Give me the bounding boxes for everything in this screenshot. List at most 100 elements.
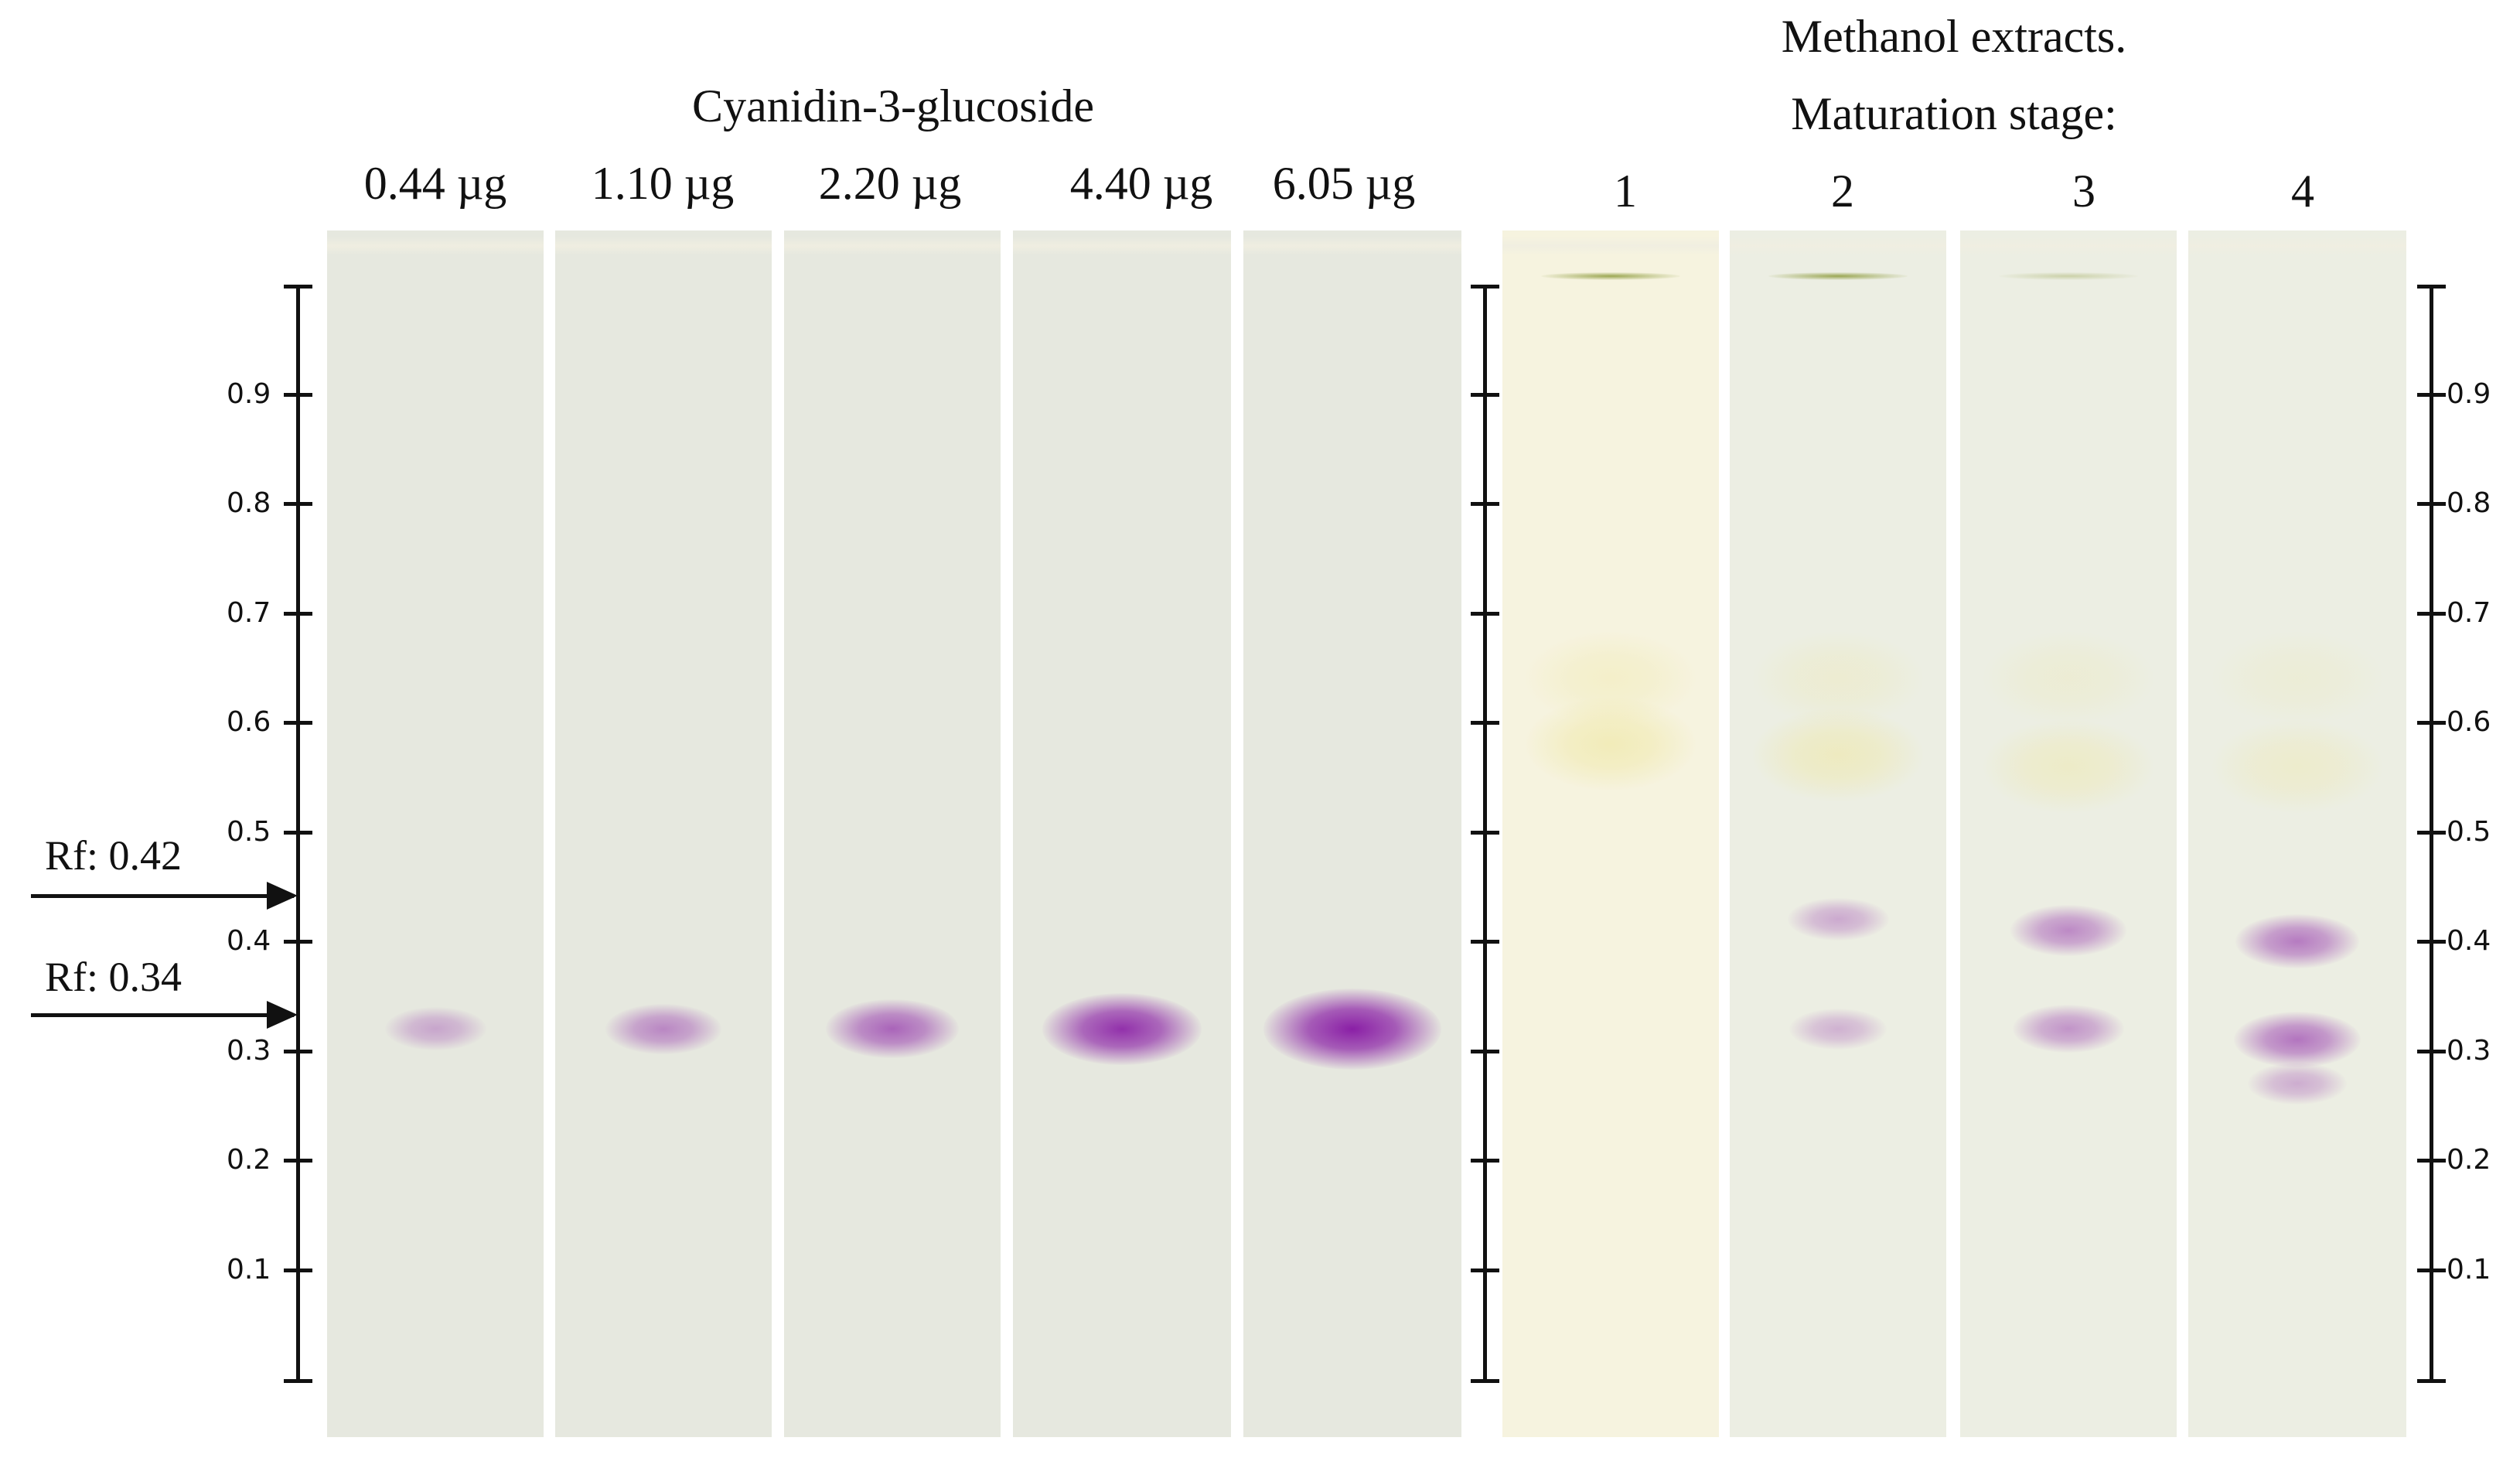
extracts-title-line1: Methanol extracts. bbox=[1781, 11, 2127, 62]
scale-tick bbox=[1471, 611, 1499, 616]
extract-lane-label: 4 bbox=[2291, 166, 2314, 217]
rf-arrow-shaft bbox=[31, 1013, 294, 1017]
solvent-front bbox=[327, 237, 544, 255]
scale-tick bbox=[1471, 502, 1499, 506]
solvent-front bbox=[2188, 237, 2406, 255]
standard-lane-label: 2.20 µg bbox=[818, 158, 962, 209]
scale-tick bbox=[284, 1159, 312, 1163]
scale-tick bbox=[284, 830, 312, 835]
solvent-front bbox=[1013, 237, 1231, 255]
scale-tick-label: 0.9 bbox=[227, 377, 271, 410]
rf-marker-label: Rf: 0.42 bbox=[45, 832, 182, 879]
solvent-front bbox=[1243, 237, 1461, 255]
extract-lane bbox=[1502, 230, 1719, 1437]
scale-end-cap bbox=[1471, 1379, 1499, 1383]
solvent-front-green-line bbox=[1541, 272, 1680, 280]
scale-tick bbox=[284, 502, 312, 506]
extract-lane-label: 3 bbox=[2072, 166, 2095, 217]
scale-tick bbox=[1471, 721, 1499, 725]
scale-tick bbox=[284, 611, 312, 616]
rf-marker-label: Rf: 0.34 bbox=[45, 954, 182, 1000]
scale-tick bbox=[2417, 502, 2446, 506]
standard-lane bbox=[784, 230, 1001, 1437]
scale-tick-label: 0.5 bbox=[227, 815, 271, 848]
anthocyanin-spot bbox=[2247, 1062, 2348, 1105]
yellow-band bbox=[2212, 719, 2382, 813]
anthocyanin-spot bbox=[2012, 1005, 2125, 1053]
scale-tick-label: 0.4 bbox=[227, 925, 271, 957]
scale-tick bbox=[1471, 940, 1499, 944]
scale-tick-label: 0.7 bbox=[227, 596, 271, 629]
extract-lane bbox=[1960, 230, 2177, 1437]
scale-end-cap bbox=[2417, 1379, 2446, 1383]
scale-tick bbox=[2417, 1049, 2446, 1053]
anthocyanin-spot bbox=[2234, 1012, 2361, 1068]
yellow-band bbox=[1526, 698, 1696, 791]
standard-lane bbox=[327, 230, 544, 1437]
scale-tick bbox=[1471, 392, 1499, 397]
scale-tick-label: 0.3 bbox=[227, 1034, 271, 1067]
scale-tick bbox=[1471, 1159, 1499, 1163]
anthocyanin-spot bbox=[605, 1003, 722, 1054]
yellow-band bbox=[2212, 632, 2382, 726]
scale-tick bbox=[284, 940, 312, 944]
scale-tick-label: 0.1 bbox=[2447, 1253, 2491, 1286]
standard-lane-label: 1.10 µg bbox=[591, 158, 735, 209]
scale-tick-label: 0.4 bbox=[2447, 925, 2491, 957]
rf-arrow-head bbox=[267, 1001, 298, 1029]
standard-lane bbox=[555, 230, 772, 1437]
scale-tick-label: 0.2 bbox=[227, 1144, 271, 1176]
scale-tick-label: 0.9 bbox=[2447, 377, 2491, 410]
scale-tick-label: 0.6 bbox=[2447, 706, 2491, 738]
scale-tick bbox=[2417, 830, 2446, 835]
yellow-band bbox=[1753, 632, 1923, 726]
scale-tick-label: 0.5 bbox=[2447, 815, 2491, 848]
scale-tick-label: 0.1 bbox=[227, 1253, 271, 1286]
anthocyanin-spot bbox=[2235, 914, 2359, 968]
yellow-band bbox=[1753, 709, 1923, 802]
solvent-front bbox=[1502, 237, 1719, 255]
standard-lane-label: 4.40 µg bbox=[1069, 158, 1213, 209]
extract-lane-label: 2 bbox=[1831, 166, 1854, 217]
scale-tick-label: 0.2 bbox=[2447, 1144, 2491, 1176]
solvent-front-green-line bbox=[1768, 272, 1908, 280]
extract-lane bbox=[2188, 230, 2406, 1437]
solvent-front bbox=[784, 237, 1001, 255]
scale-tick bbox=[2417, 1159, 2446, 1163]
scale-end-cap bbox=[1471, 285, 1499, 289]
rf-arrow-head bbox=[267, 882, 298, 910]
standard-lane bbox=[1013, 230, 1231, 1437]
solvent-front bbox=[555, 237, 772, 255]
standards-title: Cyanidin-3-glucoside bbox=[692, 80, 1094, 131]
scale-tick bbox=[1471, 830, 1499, 835]
scale-tick-label: 0.6 bbox=[227, 706, 271, 738]
scale-tick bbox=[284, 1049, 312, 1053]
anthocyanin-spot bbox=[2010, 905, 2127, 956]
scale-tick bbox=[2417, 940, 2446, 944]
scale-tick-label: 0.7 bbox=[2447, 596, 2491, 629]
scale-end-cap bbox=[284, 285, 312, 289]
scale-end-cap bbox=[284, 1379, 312, 1383]
anthocyanin-spot bbox=[1042, 992, 1202, 1065]
anthocyanin-spot bbox=[825, 999, 960, 1059]
anthocyanin-spot bbox=[384, 1007, 486, 1050]
solvent-front bbox=[1730, 237, 1946, 255]
standard-lane bbox=[1243, 230, 1461, 1437]
scale-tick bbox=[2417, 611, 2446, 616]
scale-tick bbox=[284, 392, 312, 397]
anthocyanin-spot bbox=[1263, 988, 1441, 1070]
anthocyanin-spot bbox=[1789, 1008, 1887, 1050]
scale-tick-label: 0.3 bbox=[2447, 1034, 2491, 1067]
extract-lane-label: 1 bbox=[1614, 166, 1637, 217]
scale-tick bbox=[2417, 721, 2446, 725]
scale-tick bbox=[284, 721, 312, 725]
extract-lane bbox=[1730, 230, 1946, 1437]
scale-tick bbox=[284, 1268, 312, 1272]
solvent-front bbox=[1960, 237, 2177, 255]
anthocyanin-spot bbox=[1787, 897, 1889, 941]
solvent-front-green-line bbox=[1999, 272, 2138, 280]
yellow-band bbox=[1983, 719, 2153, 813]
scale-tick bbox=[2417, 1268, 2446, 1272]
yellow-band bbox=[1526, 632, 1696, 726]
yellow-band bbox=[1983, 632, 2153, 726]
